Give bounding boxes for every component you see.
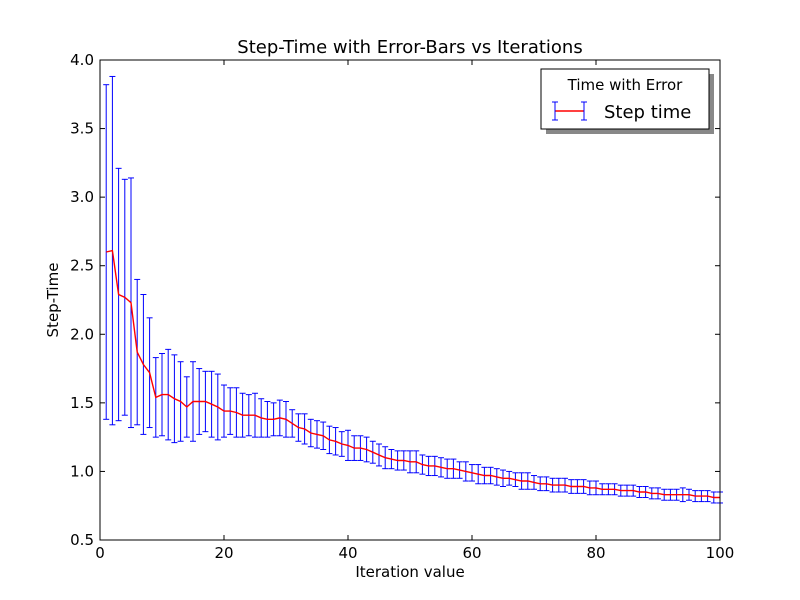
y-tick-label: 2.5 [70, 257, 94, 275]
legend-box [540, 68, 710, 130]
x-tick-label: 40 [338, 544, 357, 562]
x-axis-ticks: 0 20 40 60 80 100 [95, 60, 734, 562]
plot-frame [99, 59, 721, 541]
x-axis-label: Iteration value [355, 563, 464, 581]
x-tick-label: 20 [214, 544, 233, 562]
x-tick-label: 80 [586, 544, 605, 562]
legend-label-step-time: Step time [604, 102, 691, 123]
y-tick-label: 1.0 [70, 462, 94, 480]
x-tick-label: 100 [706, 544, 735, 562]
y-tick-label: 4.0 [70, 51, 94, 69]
legend-title: Time with Error [567, 76, 683, 94]
x-tick-label: 60 [462, 544, 481, 562]
y-tick-label: 3.5 [70, 120, 94, 138]
y-tick-label: 1.5 [70, 394, 94, 412]
y-tick-label: 3.0 [70, 188, 94, 206]
x-tick-label: 0 [95, 544, 105, 562]
legend: Time with Error Step time [540, 68, 714, 134]
y-axis-ticks: 0.5 1.0 1.5 2.0 2.5 3.0 3.5 4.0 [70, 51, 720, 549]
series-line-step-time [106, 249, 720, 499]
y-axis-label: Step-Time [44, 263, 62, 338]
chart-title: Step-Time with Error-Bars vs Iterations [237, 37, 582, 58]
y-tick-label: 2.0 [70, 325, 94, 343]
y-tick-label: 0.5 [70, 531, 94, 549]
